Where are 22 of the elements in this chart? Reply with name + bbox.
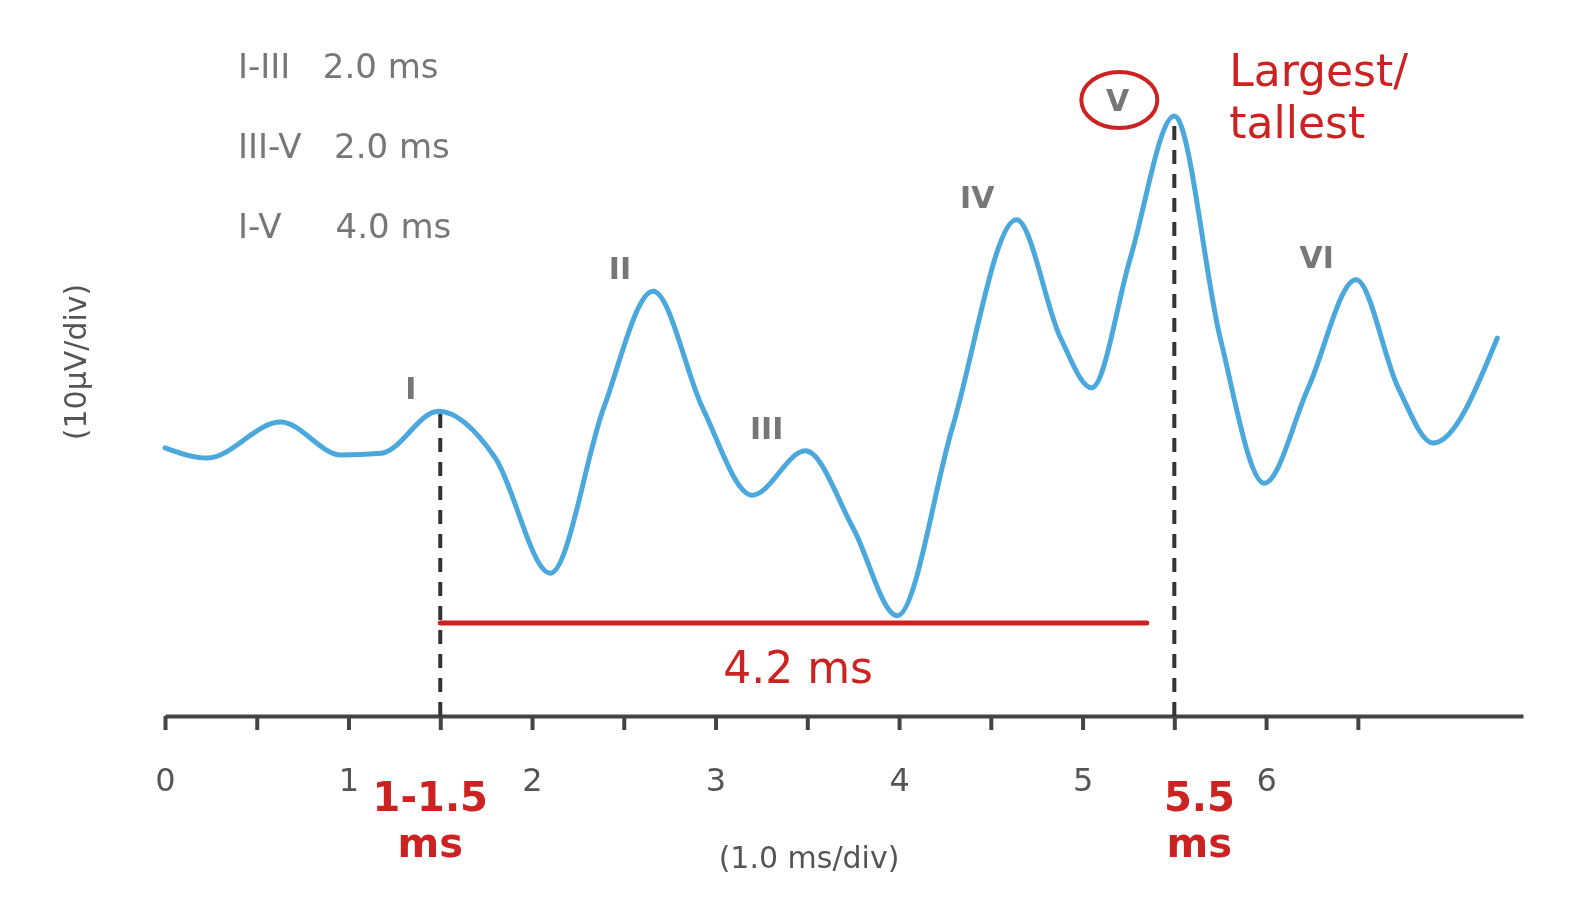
annotation: 4.2 ms: [723, 642, 873, 693]
annotation: III: [749, 410, 784, 446]
annotation: IV: [960, 179, 996, 215]
annotation: Largest/ tallest: [1229, 45, 1409, 148]
x-tick-label: 0: [155, 760, 176, 799]
annotation: 5.5 ms: [1163, 774, 1235, 866]
x-tick-label: 3: [705, 760, 727, 799]
x-tick-label: 6: [1256, 760, 1277, 799]
x-tick-label: 1: [338, 760, 360, 799]
annotation: 1-1.5 ms: [372, 774, 488, 866]
annotation: I: [405, 371, 417, 407]
annotation: I-V 4.0 ms: [238, 206, 452, 246]
text: I-III 2.0 ms: [238, 46, 439, 86]
annotation: II: [608, 251, 632, 287]
annotation: VI: [1299, 239, 1334, 275]
annotation: V: [1106, 83, 1131, 118]
x-tick-label: 5: [1072, 760, 1094, 799]
x-tick-label: 2: [522, 760, 543, 799]
annotation: III-V 2.0 ms: [238, 126, 450, 166]
y-axis-title: (10µV/div): [58, 283, 93, 441]
x-tick-label: 4: [889, 760, 910, 799]
x-axis-title: (1.0 ms/div): [718, 840, 900, 875]
